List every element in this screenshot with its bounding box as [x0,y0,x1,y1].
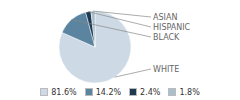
html-text:1.8%: 1.8% [179,87,200,97]
svg-text:BLACK: BLACK [153,33,180,42]
svg-text:HISPANIC: HISPANIC [153,23,191,32]
svg-text:WHITE: WHITE [153,65,179,74]
html-text:2.4%: 2.4% [140,87,161,97]
svg-text:ASIAN: ASIAN [153,13,177,22]
html-text:14.2%: 14.2% [95,87,122,97]
html-text:81.6%: 81.6% [51,87,77,97]
